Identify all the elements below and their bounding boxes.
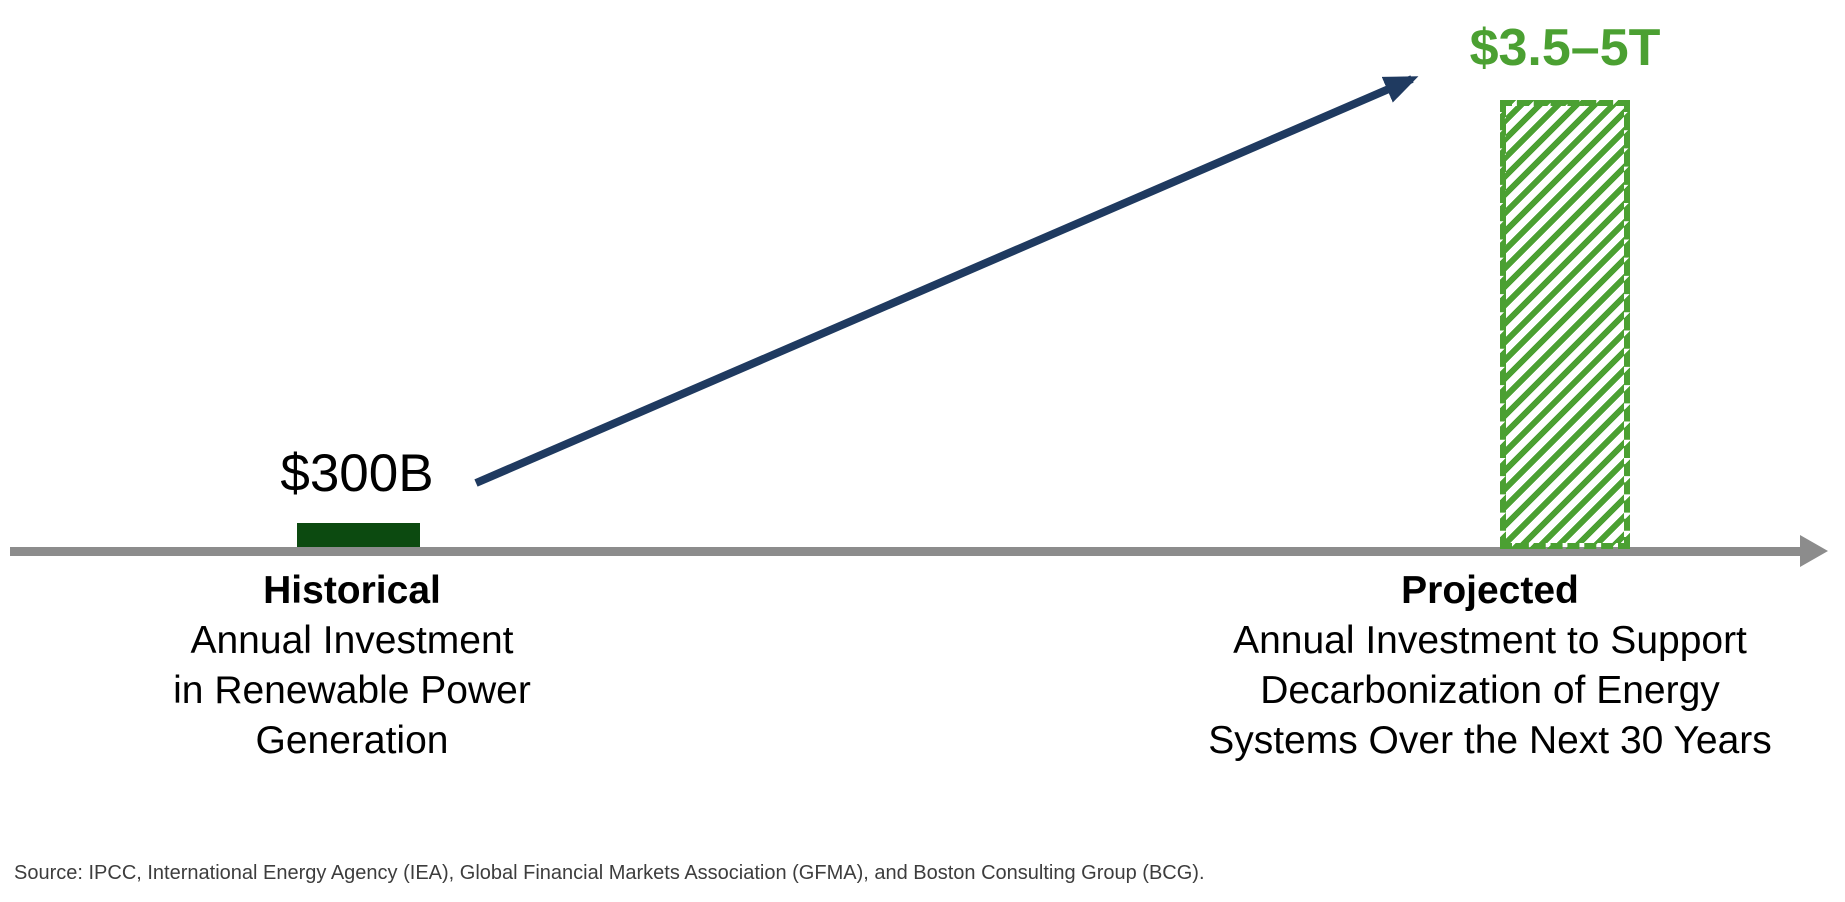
x-axis-arrowhead-icon [1800, 535, 1828, 567]
growth-arrow-line [474, 75, 1419, 487]
historical-value-label: $300B [280, 444, 434, 503]
projected-bar [1500, 100, 1630, 549]
historical-category-title: Historical [263, 569, 441, 612]
historical-category-line-3: Generation [255, 719, 449, 762]
projected-category-line-3: Systems Over the Next 30 Years [1208, 719, 1772, 762]
projected-value-label: $3.5–5T [1469, 19, 1661, 77]
historical-category-label: Historical Annual Investment in Renewabl… [102, 566, 602, 766]
projected-category-line-1: Annual Investment to Support [1233, 619, 1747, 662]
x-axis-baseline [10, 547, 1802, 556]
source-note: Source: IPCC, International Energy Agenc… [14, 862, 1205, 884]
projected-category-line-2: Decarbonization of Energy [1260, 669, 1720, 712]
historical-category-line-2: in Renewable Power [173, 669, 531, 712]
historical-bar [297, 523, 420, 547]
projected-category-label: Projected Annual Investment to Support D… [1180, 566, 1800, 766]
historical-category-line-1: Annual Investment [190, 619, 514, 662]
projected-category-title: Projected [1401, 569, 1579, 612]
